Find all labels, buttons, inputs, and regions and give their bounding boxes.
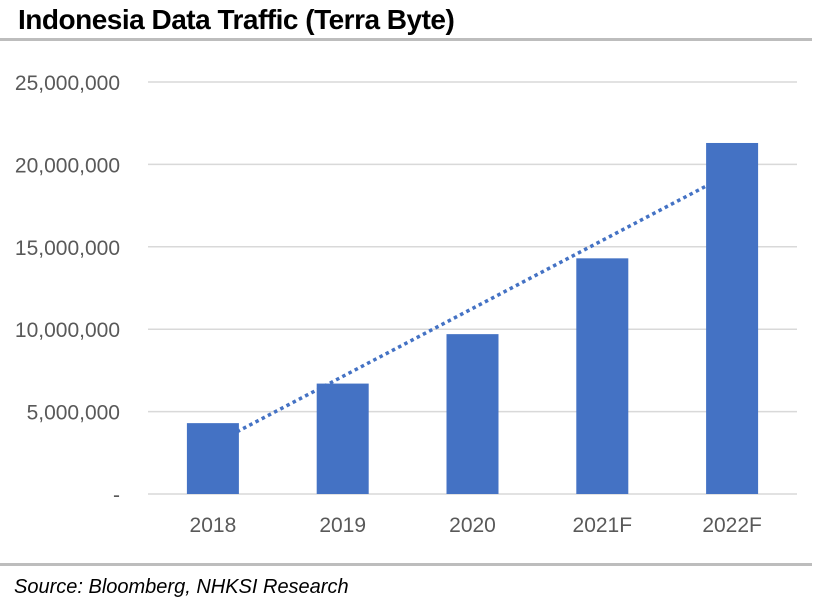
bar xyxy=(316,383,369,494)
y-tick-label: 10,000,000 xyxy=(15,319,120,342)
y-tick-label: 20,000,000 xyxy=(15,154,120,177)
trendline xyxy=(236,183,709,434)
x-tick-label: 2019 xyxy=(319,514,366,537)
bar xyxy=(186,423,239,494)
bar xyxy=(576,258,629,494)
bars xyxy=(186,142,759,494)
title-divider xyxy=(0,38,812,41)
x-tick-label: 2020 xyxy=(449,514,496,537)
source-note: Source: Bloomberg, NHKSI Research xyxy=(14,576,349,598)
y-tick-label: - xyxy=(113,484,120,507)
y-tick-label: 25,000,000 xyxy=(15,72,120,95)
x-tick-label: 2018 xyxy=(190,514,237,537)
x-axis-ticks: 2018 2019 2020 2021F 2022F xyxy=(190,514,762,537)
footer-divider xyxy=(0,563,812,566)
y-tick-label: 15,000,000 xyxy=(15,237,120,260)
trendline-group xyxy=(236,183,709,434)
chart-title: Indonesia Data Traffic (Terra Byte) xyxy=(18,4,455,35)
bar xyxy=(706,142,759,494)
x-tick-label: 2022F xyxy=(702,514,762,537)
bar-chart: - 5,000,000 10,000,000 15,000,000 20,000,000… xyxy=(15,72,797,537)
y-axis-ticks: - 5,000,000 10,000,000 15,000,000 20,000,000… xyxy=(15,72,120,507)
y-tick-label: 5,000,000 xyxy=(27,402,120,425)
x-tick-label: 2021F xyxy=(573,514,633,537)
bar xyxy=(446,334,499,494)
